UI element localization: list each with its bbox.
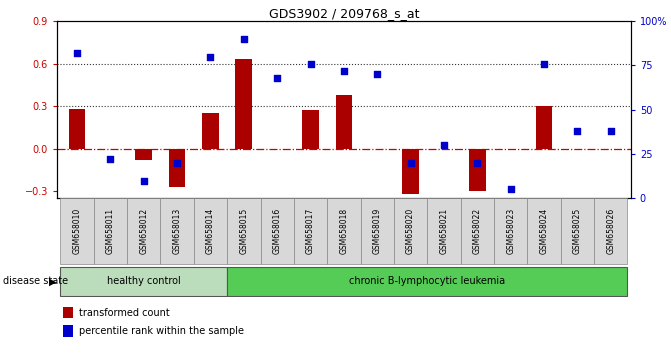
Bar	[294, 198, 327, 264]
Bar	[394, 198, 427, 264]
Text: disease state: disease state	[3, 276, 68, 286]
Text: GSM658022: GSM658022	[473, 208, 482, 254]
Text: GSM658012: GSM658012	[140, 208, 148, 254]
Point	[505, 187, 516, 192]
Text: GSM658024: GSM658024	[539, 208, 548, 254]
Text: transformed count: transformed count	[79, 308, 170, 318]
Point	[605, 128, 616, 134]
Bar	[60, 198, 94, 264]
Bar	[535, 106, 552, 149]
Text: GSM658016: GSM658016	[272, 208, 282, 254]
Title: GDS3902 / 209768_s_at: GDS3902 / 209768_s_at	[268, 7, 419, 20]
Text: ▶: ▶	[49, 276, 56, 286]
Bar	[227, 267, 627, 296]
Text: GSM658020: GSM658020	[406, 208, 415, 254]
Text: GSM658017: GSM658017	[306, 208, 315, 254]
Bar	[460, 198, 494, 264]
Bar	[527, 198, 561, 264]
Bar	[94, 198, 127, 264]
Bar	[260, 198, 294, 264]
Text: GSM658025: GSM658025	[573, 208, 582, 254]
Bar	[402, 149, 419, 194]
Point	[405, 160, 416, 166]
Text: GSM658023: GSM658023	[506, 208, 515, 254]
Text: chronic B-lymphocytic leukemia: chronic B-lymphocytic leukemia	[349, 276, 505, 286]
Bar	[561, 198, 594, 264]
Bar	[360, 198, 394, 264]
Bar	[227, 198, 260, 264]
Bar	[336, 95, 352, 149]
Text: GSM658018: GSM658018	[340, 208, 348, 254]
Point	[138, 178, 149, 183]
Point	[105, 156, 116, 162]
Text: percentile rank within the sample: percentile rank within the sample	[79, 326, 244, 336]
Text: GSM658014: GSM658014	[206, 208, 215, 254]
Bar	[236, 59, 252, 149]
Point	[338, 68, 349, 74]
Text: GSM658021: GSM658021	[440, 208, 448, 254]
Point	[572, 128, 582, 134]
Bar	[160, 198, 194, 264]
Bar	[494, 198, 527, 264]
Point	[539, 61, 550, 67]
Bar	[68, 109, 85, 149]
Bar	[63, 325, 73, 337]
Point	[372, 72, 382, 77]
Bar	[169, 149, 185, 187]
Bar	[327, 198, 360, 264]
Point	[272, 75, 282, 81]
Point	[472, 160, 482, 166]
Point	[172, 160, 183, 166]
Text: GSM658015: GSM658015	[240, 208, 248, 254]
Point	[205, 54, 216, 59]
Bar	[194, 198, 227, 264]
Bar	[469, 149, 486, 191]
Point	[72, 50, 83, 56]
Text: GSM658013: GSM658013	[172, 208, 182, 254]
Bar	[136, 149, 152, 160]
Text: GSM658010: GSM658010	[72, 208, 82, 254]
Bar	[427, 198, 460, 264]
Bar	[60, 267, 227, 296]
Text: GSM658026: GSM658026	[606, 208, 615, 254]
Point	[238, 36, 249, 42]
Bar	[202, 113, 219, 149]
Point	[305, 61, 316, 67]
Text: healthy control: healthy control	[107, 276, 180, 286]
Bar	[63, 307, 73, 318]
Bar	[302, 110, 319, 149]
Bar	[127, 198, 160, 264]
Bar	[594, 198, 627, 264]
Text: GSM658011: GSM658011	[106, 208, 115, 254]
Text: GSM658019: GSM658019	[373, 208, 382, 254]
Point	[439, 142, 450, 148]
